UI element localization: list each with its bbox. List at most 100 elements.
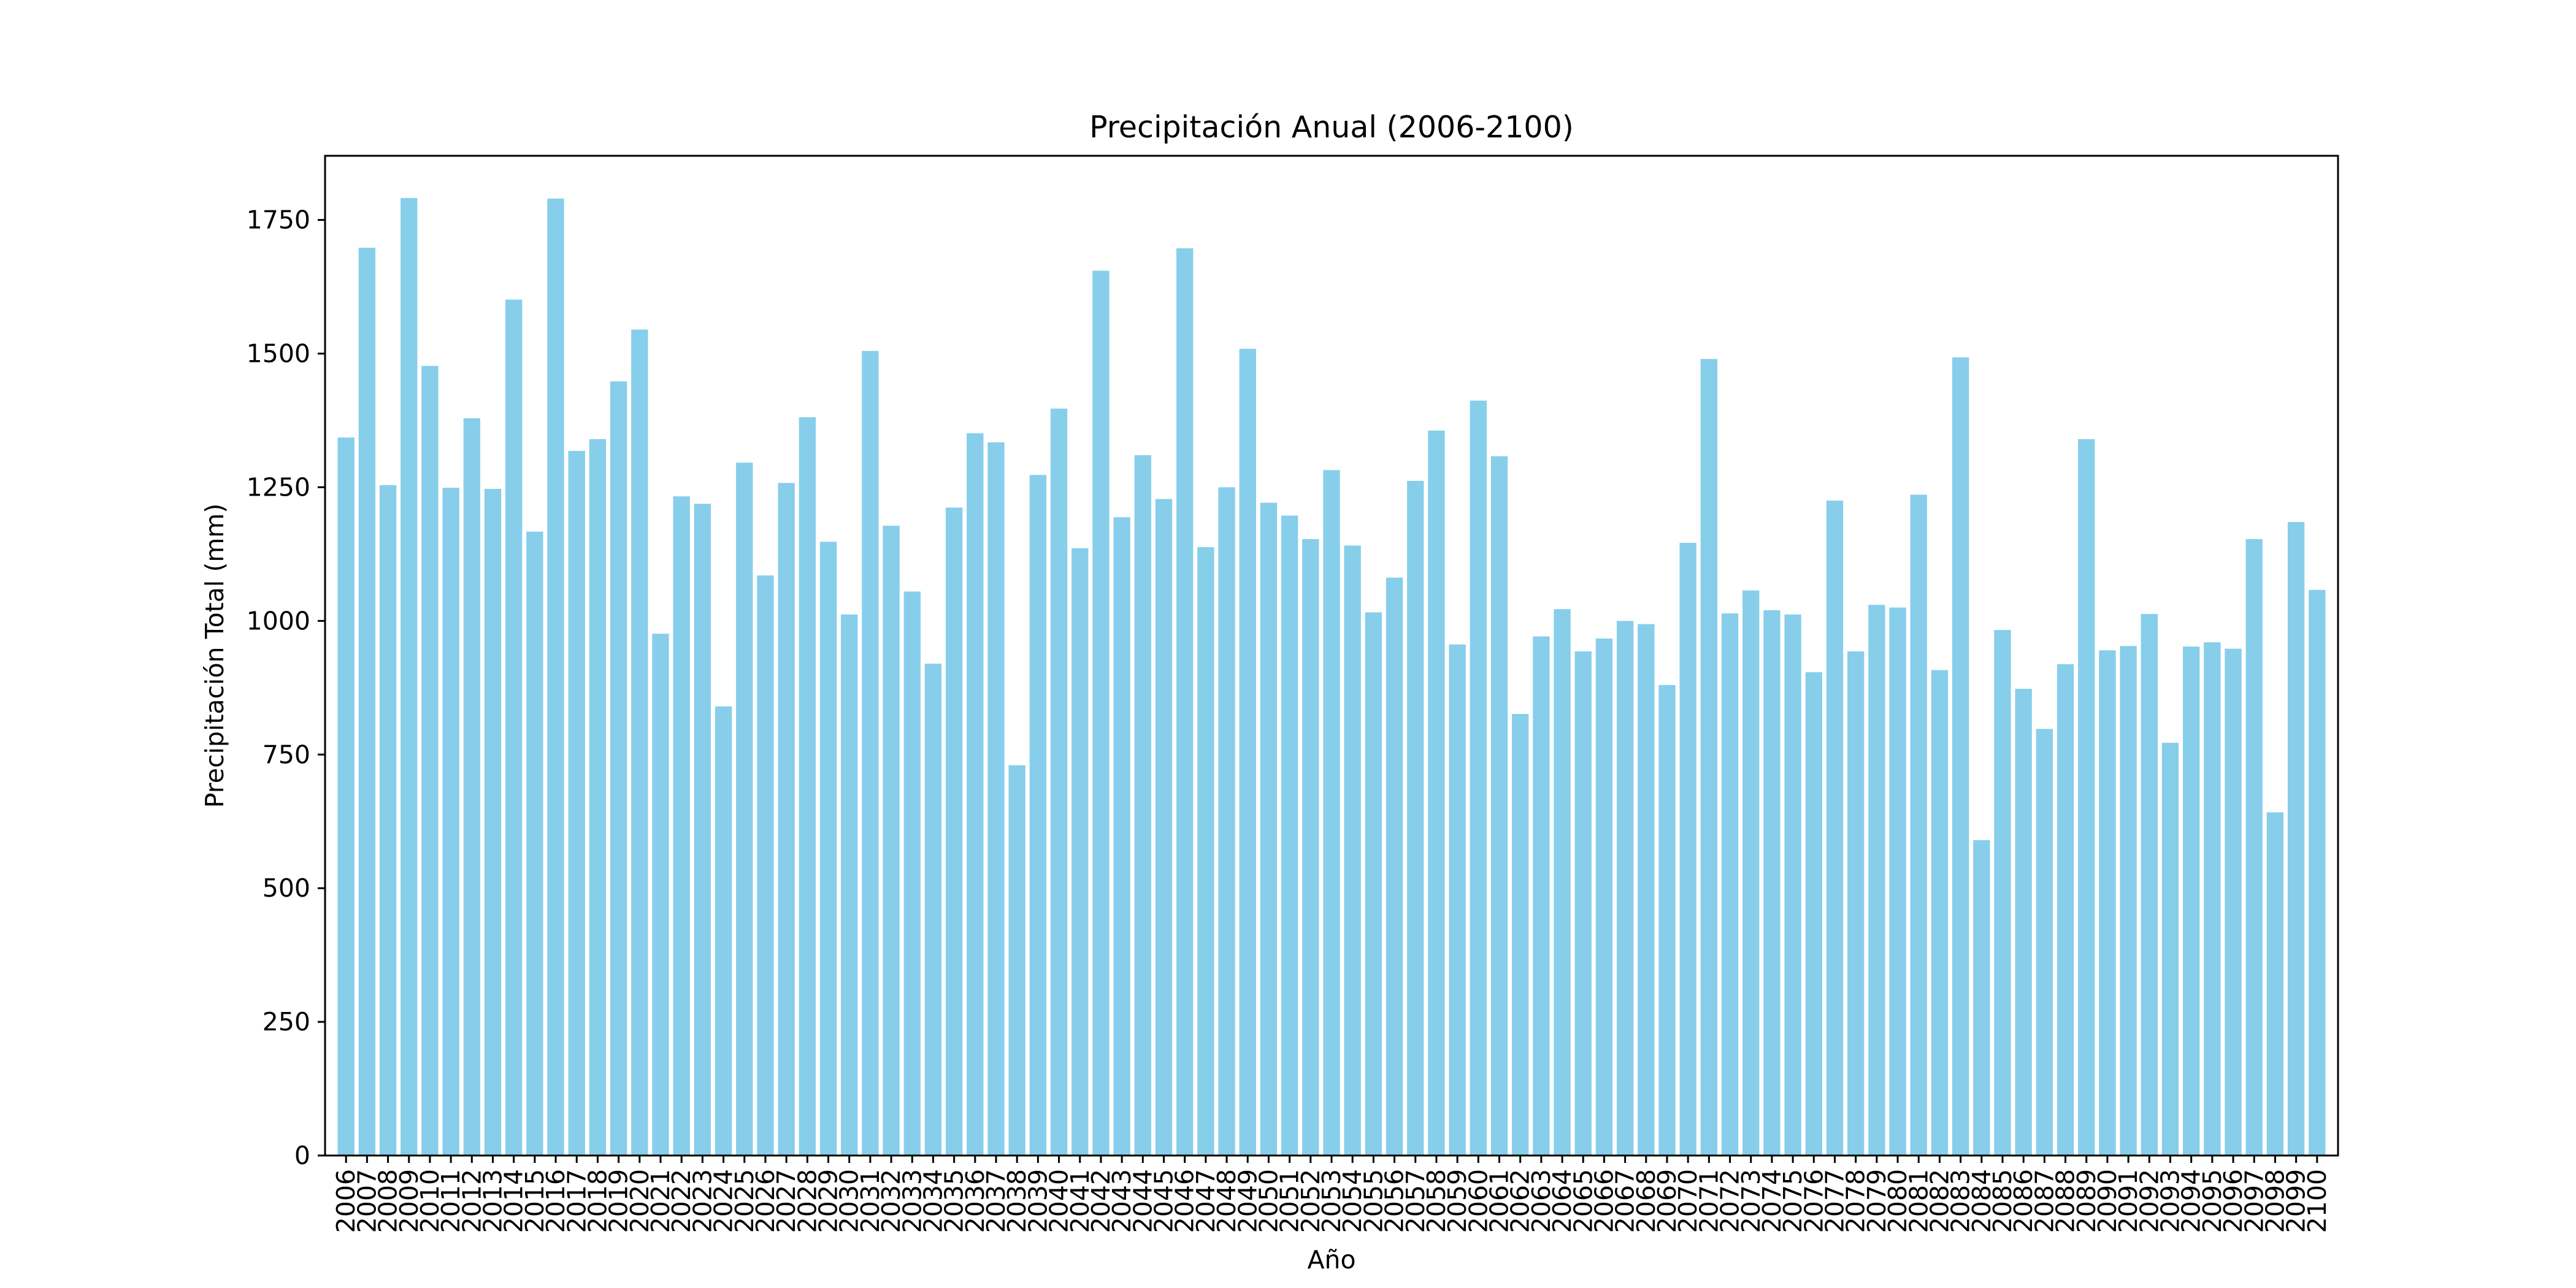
bar-2050	[1260, 502, 1278, 1156]
bar-2093	[2161, 743, 2179, 1156]
bar-2039	[1029, 475, 1047, 1156]
bar-2016	[547, 198, 564, 1156]
y-tick-label: 0	[294, 1141, 310, 1170]
bar-2064	[1554, 609, 1571, 1156]
bar-2097	[2245, 539, 2263, 1156]
bars-layer	[337, 197, 2326, 1156]
bar-2084	[1973, 840, 1990, 1156]
bar-2048	[1218, 487, 1235, 1156]
bar-2041	[1071, 548, 1089, 1156]
bar-2055	[1365, 612, 1382, 1156]
y-axis-label: Precipitación Total (mm)	[200, 504, 229, 808]
x-tick-label: 2060	[1463, 1169, 1493, 1233]
x-tick-label: 2032	[876, 1169, 906, 1233]
bar-2046	[1176, 248, 1194, 1156]
bar-2092	[2141, 614, 2158, 1156]
x-tick-label: 2097	[2239, 1169, 2269, 1233]
bar-2028	[799, 417, 816, 1156]
bar-2062	[1512, 714, 1529, 1156]
x-tick-label: 2050	[1254, 1169, 1283, 1233]
bar-2022	[673, 496, 690, 1156]
bar-2007	[358, 247, 376, 1156]
x-tick-label: 2073	[1736, 1169, 1766, 1233]
bar-2006	[337, 437, 355, 1156]
x-tick-label: 2084	[1967, 1169, 1996, 1233]
bar-2027	[778, 483, 795, 1156]
bar-2068	[1638, 624, 1655, 1156]
bar-2096	[2225, 648, 2242, 1156]
x-tick-label: 2076	[1799, 1169, 1828, 1233]
x-tick-label: 2075	[1778, 1169, 1807, 1233]
x-tick-label: 2046	[1170, 1169, 1200, 1233]
bar-2095	[2204, 642, 2221, 1156]
x-tick-label: 2086	[2009, 1169, 2038, 1233]
x-tick-label: 2052	[1296, 1169, 1325, 1233]
bar-2049	[1239, 348, 1256, 1156]
bar-2074	[1763, 610, 1781, 1156]
bar-2009	[401, 197, 418, 1156]
x-tick-label: 2064	[1547, 1169, 1577, 1233]
bar-2035	[945, 507, 963, 1156]
x-axis-label: Año	[1307, 1245, 1355, 1275]
bar-2072	[1721, 613, 1739, 1156]
bar-2089	[2078, 439, 2095, 1156]
x-tick-label: 2043	[1107, 1169, 1137, 1233]
bar-2071	[1700, 359, 1718, 1156]
x-tick-label: 2095	[2198, 1169, 2227, 1233]
bar-2032	[883, 526, 900, 1156]
x-tick-label: 2016	[541, 1169, 570, 1233]
x-tick-label: 2026	[751, 1169, 780, 1233]
x-tick-label: 2065	[1568, 1169, 1598, 1233]
bar-2017	[568, 451, 585, 1156]
bar-2010	[421, 366, 439, 1156]
x-tick-label: 2067	[1611, 1169, 1640, 1233]
x-tick-label: 2021	[646, 1169, 675, 1233]
bar-2078	[1847, 651, 1865, 1156]
bar-2033	[903, 591, 921, 1156]
x-tick-label: 2092	[2134, 1169, 2164, 1233]
bar-2083	[1952, 357, 1969, 1156]
bar-2091	[2120, 646, 2137, 1156]
x-tick-label: 2008	[374, 1169, 403, 1233]
bar-2073	[1742, 590, 1760, 1156]
bar-2025	[736, 462, 753, 1156]
x-tick-label: 2054	[1338, 1169, 1367, 1233]
x-tick-label: 2094	[2177, 1169, 2206, 1233]
x-tick-label: 2053	[1317, 1169, 1346, 1233]
x-tick-label: 2049	[1233, 1169, 1262, 1233]
x-tick-label: 2018	[583, 1169, 612, 1233]
bar-2015	[526, 531, 543, 1156]
bar-2047	[1197, 547, 1214, 1156]
bar-2075	[1784, 614, 1801, 1156]
x-tick-label: 2058	[1422, 1169, 1451, 1233]
x-tick-label: 2081	[1904, 1169, 1933, 1233]
x-tick-label: 2040	[1045, 1169, 1074, 1233]
x-tick-label: 2078	[1841, 1169, 1871, 1233]
x-tick-label: 2035	[940, 1169, 969, 1233]
x-tick-label: 2080	[1883, 1169, 1912, 1233]
x-tick-label: 2059	[1443, 1169, 1472, 1233]
x-tick-label: 2020	[625, 1169, 654, 1233]
bar-2059	[1449, 644, 1466, 1156]
bar-2057	[1407, 480, 1424, 1156]
x-tick-label: 2027	[772, 1169, 801, 1233]
x-tick-label: 2077	[1820, 1169, 1850, 1233]
x-tick-label: 2087	[2030, 1169, 2059, 1233]
bar-2053	[1323, 470, 1340, 1156]
x-tick-label: 2012	[457, 1169, 486, 1233]
x-axis: 2006200720082009201020112012201320142015…	[331, 1156, 2332, 1233]
x-tick-label: 2038	[1002, 1169, 1032, 1233]
x-tick-label: 2042	[1086, 1169, 1116, 1233]
bar-2045	[1155, 499, 1173, 1156]
x-tick-label: 2088	[2051, 1169, 2080, 1233]
bar-2008	[379, 485, 397, 1156]
bar-2020	[631, 329, 648, 1156]
x-tick-label: 2051	[1275, 1169, 1305, 1233]
x-tick-label: 2062	[1506, 1169, 1535, 1233]
chart-title: Precipitación Anual (2006-2100)	[1089, 110, 1574, 145]
bar-2051	[1281, 515, 1298, 1156]
x-tick-label: 2055	[1359, 1169, 1388, 1233]
x-tick-label: 2079	[1862, 1169, 1892, 1233]
